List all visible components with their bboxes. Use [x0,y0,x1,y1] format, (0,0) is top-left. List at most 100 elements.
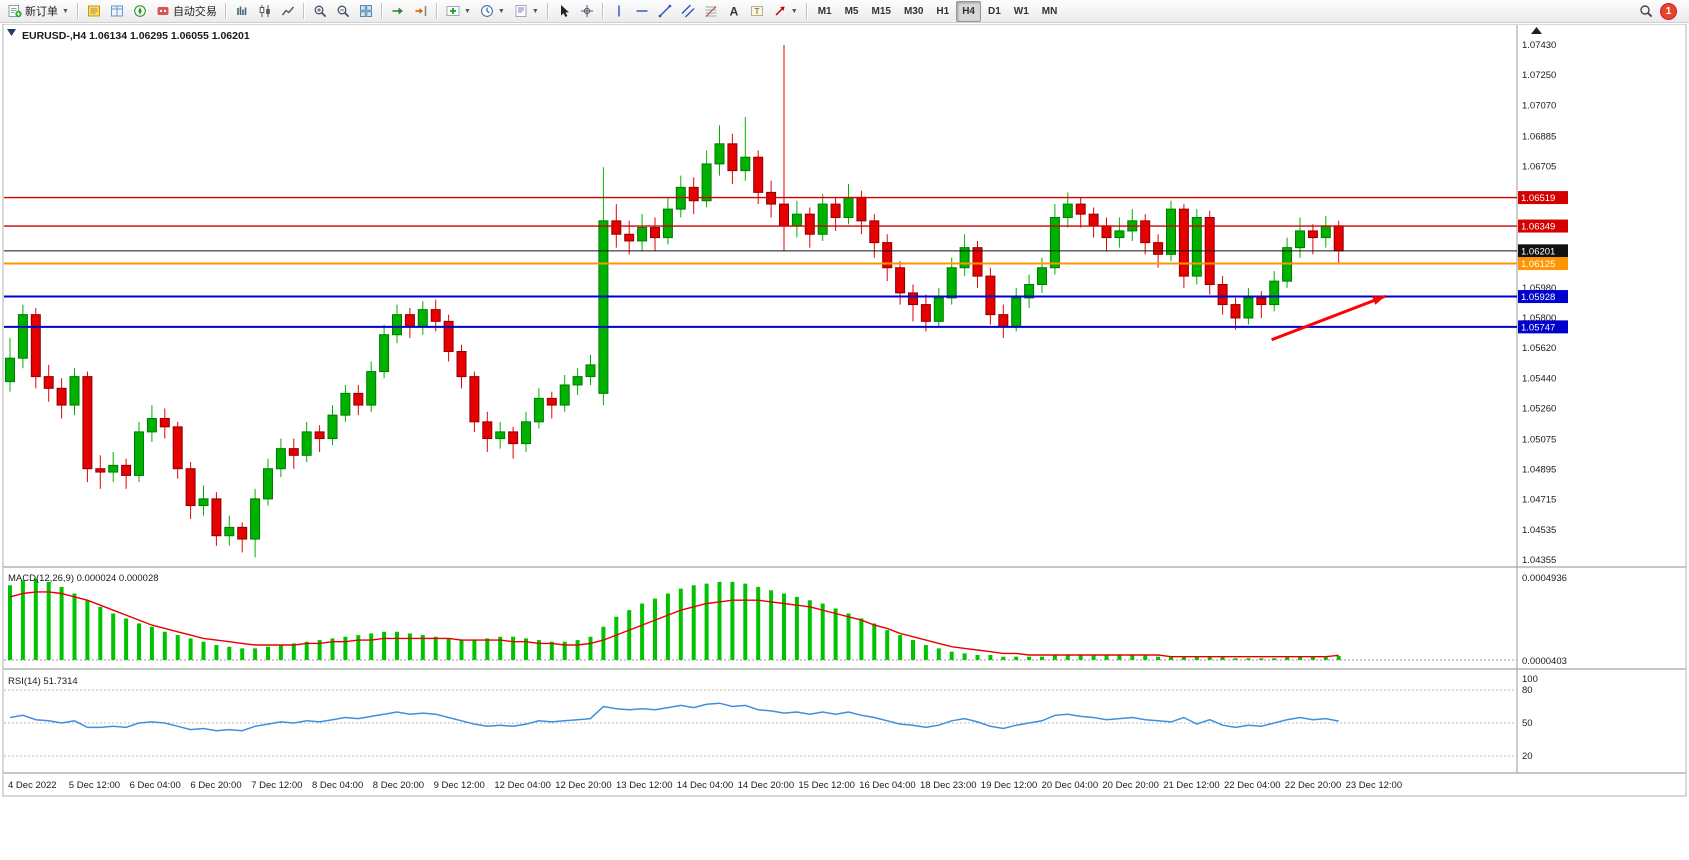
candle [482,421,493,440]
time-label: 5 Dec 12:00 [69,780,120,791]
tf-m15-button[interactable]: M15 [866,1,897,22]
candle [340,392,351,416]
navigator-button[interactable] [129,1,151,22]
rsi-label: RSI(14) 51.7314 [8,676,78,687]
tf-d1-button[interactable]: D1 [982,1,1007,22]
time-label: 20 Dec 20:00 [1102,780,1159,791]
fibonacci-button[interactable] [700,1,722,22]
price-label: 1.06885 [1522,131,1556,142]
candle [1295,230,1305,249]
candle [250,498,261,540]
candle [650,227,660,239]
time-label: 4 Dec 2022 [8,780,57,791]
candle [791,213,802,227]
candle [443,320,454,352]
time-label: 15 Dec 12:00 [798,780,855,791]
zoom-out-button[interactable] [332,1,354,22]
navigator-icon [133,4,147,18]
equidistant-channel-button[interactable] [677,1,699,22]
candle [456,350,467,378]
notifications-badge[interactable]: 1 [1660,2,1677,20]
rsi-axis-label: 50 [1522,718,1533,729]
candle [1075,203,1086,215]
search-button[interactable] [1635,1,1657,22]
market-watch-button[interactable] [83,1,105,22]
candle [1062,203,1073,219]
toolbar-separator [380,3,383,19]
hline-icon [635,4,649,18]
tf-m5-button[interactable]: M5 [839,1,865,22]
price-label: 1.05980 [1522,283,1556,294]
candle [159,417,170,428]
candle [933,297,944,322]
cursor-button[interactable] [553,1,575,22]
zoom-in-button[interactable] [309,1,331,22]
candle [559,384,570,406]
zoom-out-icon [336,4,350,18]
search-icon [1639,4,1653,18]
time-axis[interactable] [4,775,1685,795]
candle [533,397,544,423]
candle [95,468,106,473]
bar-chart-button[interactable] [231,1,253,22]
channel-icon [681,4,695,18]
price-axis[interactable] [1518,25,1685,773]
price-label: 1.04895 [1522,465,1556,476]
data-window-button[interactable] [106,1,128,22]
text-label-button[interactable]: T [746,1,768,22]
templates-button[interactable]: ▼ [510,1,543,22]
hline-price-text: 1.06201 [1521,246,1555,257]
candle [637,227,648,242]
candle [611,220,622,235]
horizontal-line-button[interactable] [631,1,653,22]
candle [1011,297,1022,327]
time-label: 22 Dec 04:00 [1224,780,1281,791]
candle [5,357,15,383]
candle [185,468,196,507]
candle [1153,242,1164,255]
candle [146,417,157,433]
candle [1114,230,1125,239]
price-label: 1.04355 [1522,555,1556,566]
tf-m1-button[interactable]: M1 [812,1,838,22]
tf-m30-button[interactable]: M30 [898,1,929,22]
text-icon: A [727,4,741,19]
line-chart-button[interactable] [277,1,299,22]
tf-w1-button[interactable]: W1 [1008,1,1035,22]
tf-m30-label: M30 [903,5,924,17]
auto-scroll-button[interactable] [387,1,409,22]
vertical-line-button[interactable] [608,1,630,22]
new-order-icon [8,4,22,18]
text-button[interactable]: A [723,1,745,22]
time-label: 18 Dec 23:00 [920,780,977,791]
indicators-button[interactable]: ▼ [442,1,475,22]
time-label: 16 Dec 04:00 [859,780,916,791]
tf-h4-button[interactable]: H4 [956,0,981,22]
chart-shift-button[interactable] [410,1,432,22]
tf-mn-button[interactable]: MN [1036,1,1064,22]
autotrading-button[interactable]: 自动交易 [152,1,221,22]
new-order-button[interactable]: 新订单 ▼ [4,1,73,22]
candle [469,376,480,423]
autotrading-label: 自动交易 [172,6,217,18]
candlestick-chart-button[interactable] [254,1,276,22]
candle [417,309,428,327]
text-label-icon: T [750,4,764,18]
rsi-pane[interactable] [4,671,1517,772]
candle [1088,213,1099,227]
svg-text:A: A [729,5,738,19]
tf-h1-button[interactable]: H1 [930,1,955,22]
trendline-button[interactable] [654,1,676,22]
tile-windows-button[interactable] [355,1,377,22]
trend-arrow[interactable] [1271,294,1386,342]
candle [1178,208,1189,277]
candle [740,156,751,172]
window-menu-icon[interactable] [7,29,16,36]
chart-shift-icon [414,4,428,18]
periods-button[interactable]: ▼ [476,1,509,22]
arrow-objects-button[interactable]: ▼ [769,1,802,22]
crosshair-button[interactable] [576,1,598,22]
candle [1191,217,1202,277]
scroll-to-end-icon[interactable] [1531,27,1542,34]
